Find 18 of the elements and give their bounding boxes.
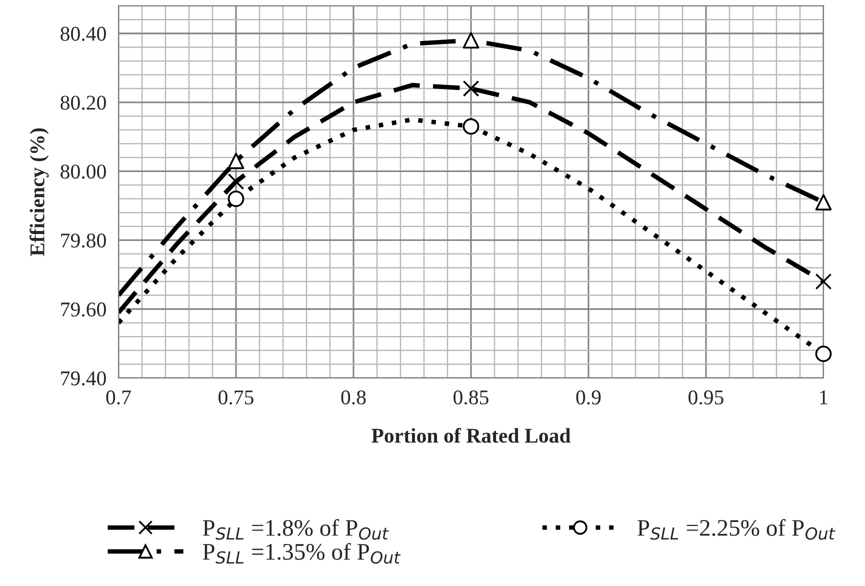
- legend-label: P$_{SLL}$ =1.8% of P$_{Out}$: [202, 519, 389, 540]
- y-tick-label: 80.40: [60, 26, 106, 41]
- x-tick-label: 0.85: [454, 390, 488, 405]
- x-tick-label: 0.8: [341, 390, 366, 405]
- y-tick-label: 79.80: [61, 234, 106, 248]
- y-tick-label: 80.00: [60, 164, 106, 179]
- y-tick-label: 80.20: [60, 96, 106, 110]
- x-tick-label: 1: [820, 390, 828, 404]
- legend-label: P$_{SLL}$ =1.35% of P$_{Out}$: [202, 542, 401, 564]
- x-axis-title: Portion of Rated Load: [372, 428, 571, 443]
- y-axis-title: Efficiency (%): [30, 128, 49, 256]
- x-tick-label: 0.95: [688, 390, 724, 405]
- x-tick-label: 0.9: [576, 390, 601, 405]
- x-tick-label: 0.7: [106, 390, 131, 405]
- x-tick-label: 0.75: [218, 390, 254, 405]
- y-tick-label: 79.40: [61, 371, 106, 386]
- legend-label: P$_{SLL}$ =2.25% of P$_{Out}$: [638, 519, 836, 540]
- y-tick-label: 79.60: [61, 302, 106, 317]
